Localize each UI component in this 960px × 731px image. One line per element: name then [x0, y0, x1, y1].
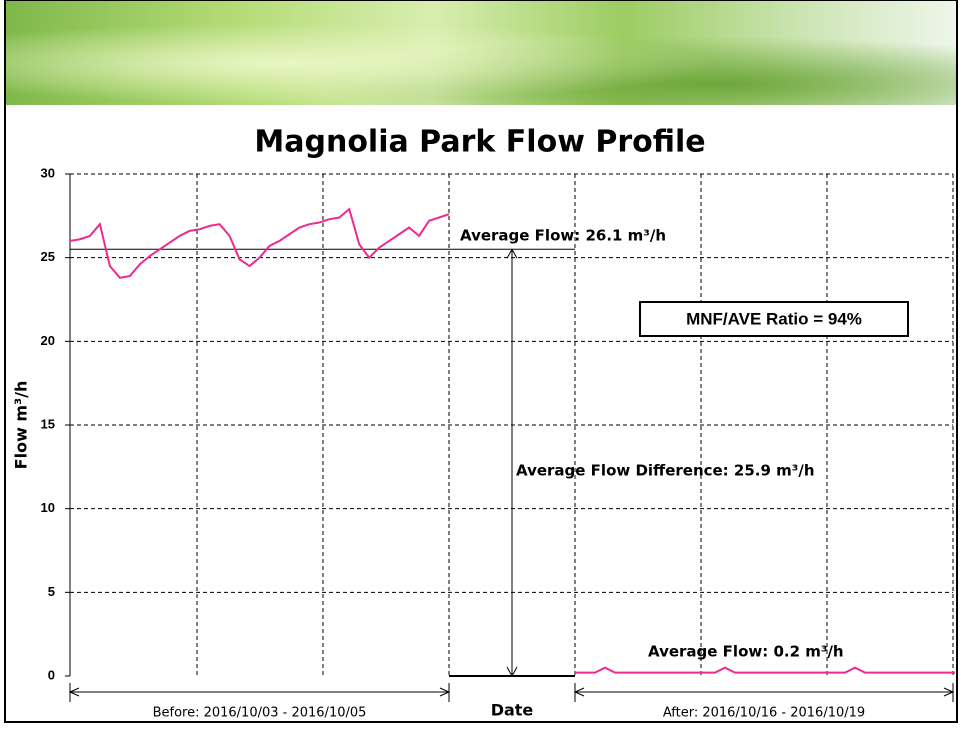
annotation: Average Flow Difference: 25.9 m³/h [516, 462, 815, 480]
y-axis-label: Flow m³/h [12, 381, 31, 470]
y-tick-label: 15 [41, 416, 55, 431]
y-tick-label: 20 [41, 333, 55, 348]
annotation: Average Flow: 26.1 m³/h [460, 227, 666, 245]
flow-line [575, 668, 955, 673]
x-axis-label: Date [491, 701, 534, 720]
slide-border [5, 0, 957, 722]
y-tick-label: 25 [41, 249, 55, 264]
ratio-text: MNF/AVE Ratio = 94% [686, 309, 862, 328]
y-tick-label: 5 [48, 584, 55, 599]
chart: Magnolia Park Flow Profile Flow m³/h Dat… [0, 0, 960, 731]
period-label: After: 2016/10/16 - 2016/10/19 [663, 706, 865, 721]
y-tick-label: 30 [41, 165, 55, 180]
period-label: Before: 2016/10/03 - 2016/10/05 [153, 706, 367, 721]
annotation: Average Flow: 0.2 m³/h [648, 643, 844, 661]
slide: Magnolia Park Flow Profile Flow m³/h Dat… [0, 0, 960, 731]
y-tick-label: 0 [48, 667, 55, 682]
y-tick-label: 10 [41, 500, 55, 515]
chart-title: Magnolia Park Flow Profile [254, 125, 705, 160]
flow-line [70, 209, 449, 278]
